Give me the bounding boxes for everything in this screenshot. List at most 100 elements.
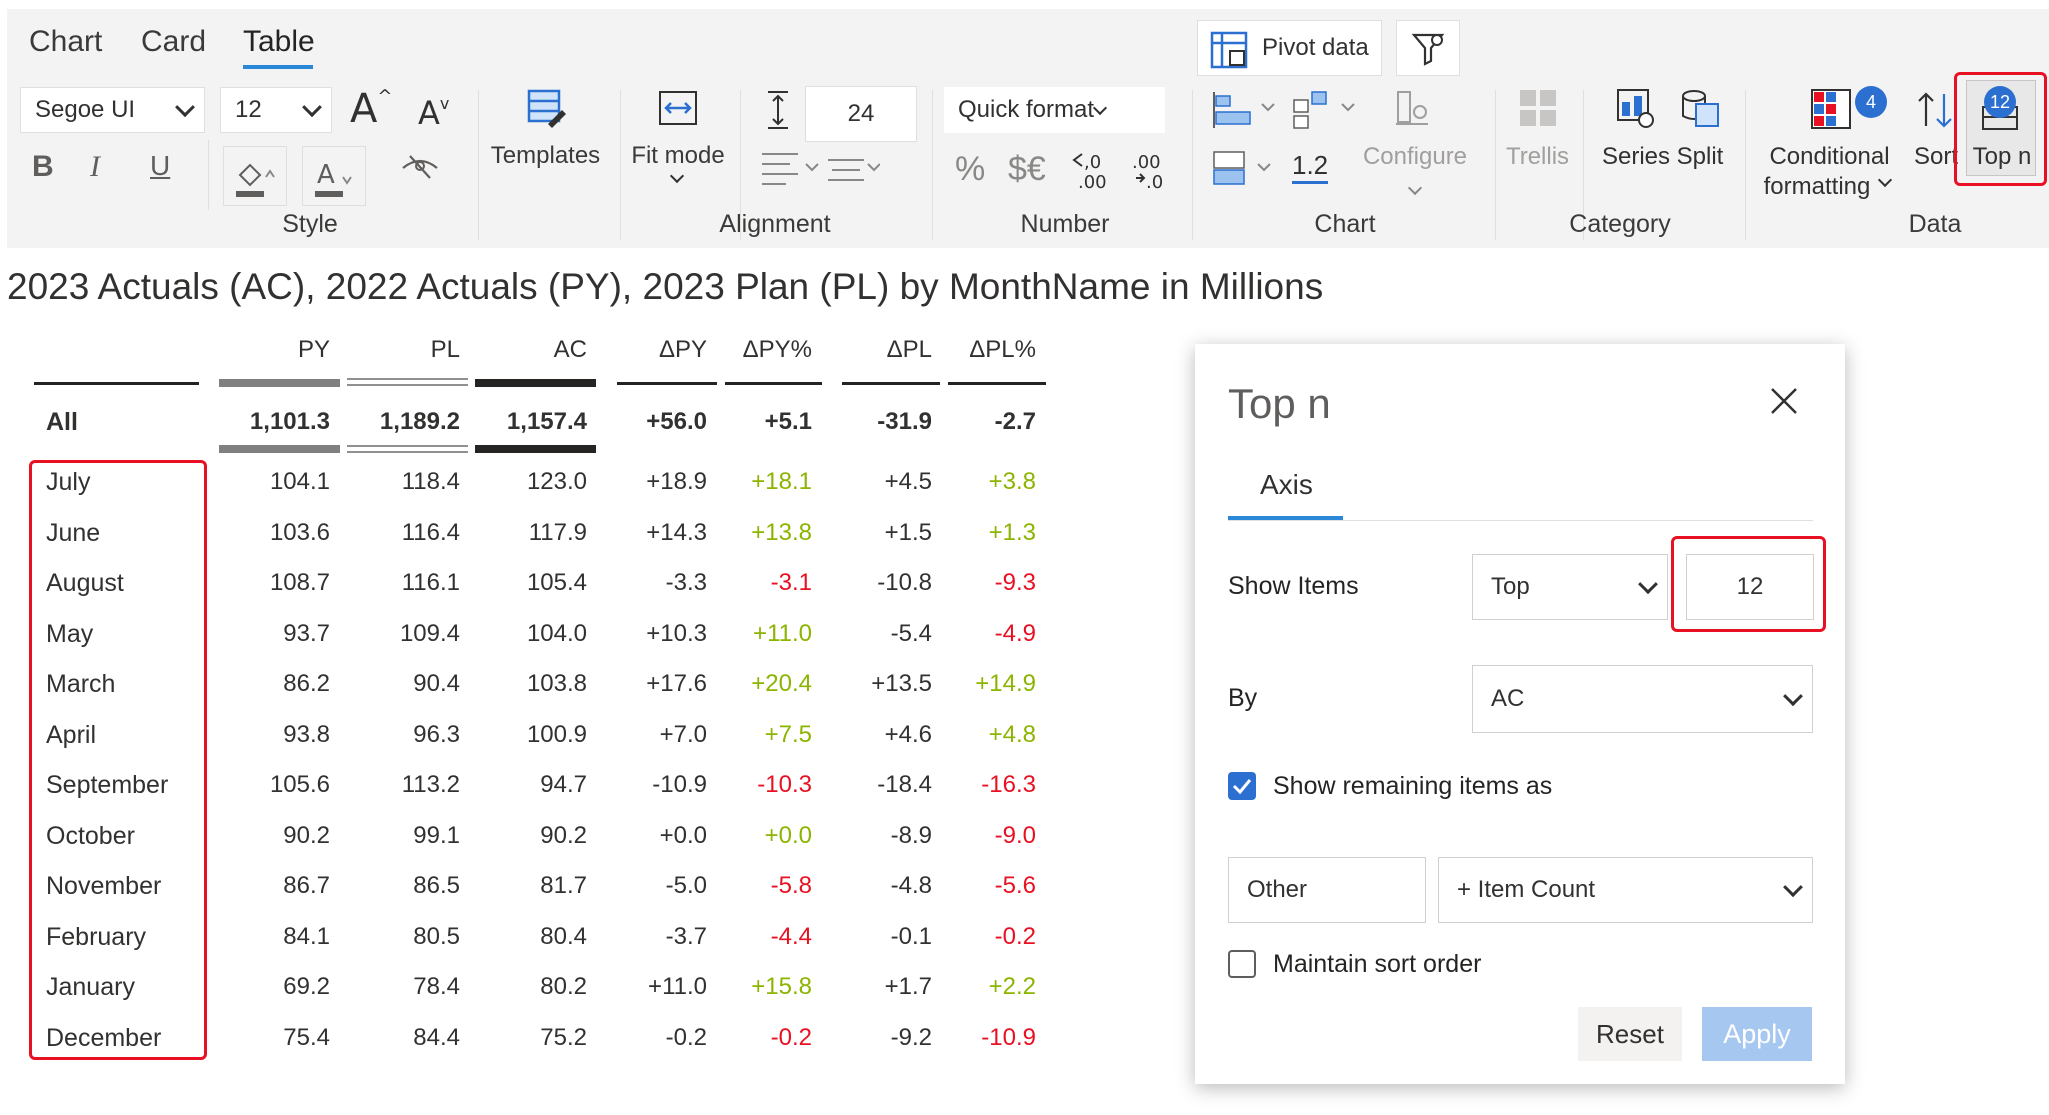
chart-decimals-button[interactable]: 1.2	[1292, 150, 1329, 184]
top-n-highlight	[1954, 72, 2047, 186]
currency-icon[interactable]: $€	[1008, 150, 1046, 188]
table-cell: +7.5	[764, 720, 812, 748]
increase-decimals-icon[interactable]: .00 .0	[1126, 148, 1170, 190]
table-cell: 109.4	[399, 619, 460, 647]
increase-font-icon[interactable]: A^	[350, 86, 393, 132]
table-cell: +10.3	[646, 619, 707, 647]
maintain-sort-checkbox[interactable]	[1228, 950, 1256, 978]
font-size-dropdown[interactable]: 12	[220, 87, 332, 133]
conditional-formatting-badge: 4	[1855, 86, 1887, 118]
chart-size-icon[interactable]	[1210, 148, 1278, 190]
svg-text:A: A	[317, 160, 335, 190]
chart-layout-icon[interactable]	[1210, 90, 1278, 130]
tab-axis[interactable]: Axis	[1260, 469, 1313, 500]
table-cell: -0.2	[770, 1023, 812, 1051]
total-separator	[347, 445, 468, 453]
count-highlight	[1671, 536, 1826, 632]
underline-icon[interactable]: U	[150, 150, 171, 181]
horizontal-align-icon[interactable]	[760, 150, 880, 186]
group-style: Style	[282, 210, 338, 238]
italic-icon[interactable]: I	[90, 150, 100, 183]
table-cell: -5.4	[890, 619, 932, 647]
checkmark-icon	[1232, 779, 1252, 795]
table-cell: 84.1	[283, 922, 330, 950]
split-button[interactable]: Split	[1660, 86, 1740, 171]
table-cell: -9.0	[994, 821, 1036, 849]
total-cell: -2.7	[994, 408, 1036, 435]
hide-icon[interactable]	[400, 152, 440, 182]
templates-button[interactable]: Templates	[488, 86, 603, 171]
table-cell: 117.9	[528, 518, 587, 546]
table-cell: -4.8	[890, 872, 932, 899]
apply-button[interactable]: Apply	[1702, 1007, 1812, 1061]
row-label: April	[46, 720, 97, 749]
fill-color-button[interactable]	[223, 146, 287, 206]
fit-mode-button[interactable]: Fit mode	[628, 86, 728, 191]
show-items-count-input[interactable]: 12	[1686, 554, 1814, 620]
item-count-value: + Item Count	[1457, 876, 1596, 903]
font-family-dropdown[interactable]: Segoe UI	[20, 87, 205, 133]
header-separator	[617, 381, 717, 385]
header-separator	[34, 381, 199, 385]
table-cell: -10.9	[652, 771, 707, 798]
decrease-decimals-icon[interactable]: ,0 .00	[1070, 148, 1114, 190]
table-cell: 84.4	[413, 1023, 460, 1051]
conditional-formatting-label-line1: Conditional	[1769, 143, 1890, 170]
bold-icon[interactable]: B	[32, 150, 54, 183]
separator	[478, 90, 479, 240]
tab-table[interactable]: Table	[243, 25, 315, 58]
sort-icon	[1918, 92, 1952, 128]
filter-settings-button[interactable]	[1396, 20, 1460, 76]
row-height-icon	[768, 91, 788, 129]
table-cell: 80.4	[540, 922, 587, 950]
tab-card[interactable]: Card	[141, 25, 207, 58]
pivot-data-button[interactable]: Pivot data	[1197, 20, 1382, 76]
total-cell: 1,157.4	[506, 408, 587, 435]
show-remaining-checkbox[interactable]	[1228, 772, 1256, 800]
reset-button[interactable]: Reset	[1578, 1007, 1682, 1061]
by-dropdown[interactable]: AC	[1472, 665, 1813, 733]
fit-mode-icon	[659, 91, 697, 125]
font-color-button[interactable]: A	[302, 146, 366, 206]
split-label: Split	[1676, 143, 1724, 170]
table-cell: +18.1	[751, 468, 812, 495]
series-button[interactable]: Series	[1596, 86, 1676, 171]
top-n-badge: 12	[1984, 86, 2016, 118]
configure-label: Configure	[1362, 143, 1468, 170]
row-label: June	[46, 518, 101, 547]
table-cell: 100.9	[526, 720, 587, 748]
table-cell: 86.2	[283, 670, 330, 697]
chart-axis-icon[interactable]	[1290, 90, 1358, 130]
quick-format-dropdown[interactable]: Quick format	[943, 86, 1166, 134]
row-height-input[interactable]: 24	[805, 86, 917, 142]
tab-chart[interactable]: Chart	[29, 25, 103, 58]
table-cell: 116.4	[401, 518, 460, 546]
total-cell: -31.9	[877, 408, 932, 435]
column-header: ΔPY%	[742, 336, 812, 363]
total-cell: +56.0	[646, 408, 707, 435]
filter-gear-icon	[1411, 33, 1445, 66]
pivot-data-label: Pivot data	[1262, 34, 1369, 61]
show-items-mode-value: Top	[1491, 573, 1530, 600]
table-cell: 104.0	[526, 619, 587, 647]
table-cell: +1.5	[884, 518, 932, 546]
other-label-input[interactable]: Other	[1228, 857, 1426, 923]
table-cell: 75.2	[540, 1023, 587, 1051]
close-icon[interactable]	[1769, 386, 1799, 416]
item-count-dropdown[interactable]: + Item Count	[1438, 857, 1813, 923]
table-cell: -3.3	[665, 569, 707, 596]
sort-button[interactable]: Sort	[1910, 86, 1958, 171]
conditional-formatting-button[interactable]: Conditional formatting	[1752, 86, 1907, 201]
table-cell: +0.0	[659, 821, 707, 849]
quick-format-label: Quick format	[958, 96, 1095, 123]
table-cell: +1.3	[988, 518, 1036, 546]
table-cell: +17.6	[646, 670, 707, 697]
split-icon	[1682, 90, 1719, 127]
percent-icon[interactable]: %	[955, 150, 986, 188]
row-labels-highlight	[29, 460, 207, 1060]
total-cell: 1,189.2	[379, 408, 460, 435]
decrease-font-icon[interactable]: Av	[418, 94, 450, 132]
svg-text:,0: ,0	[1084, 152, 1101, 173]
show-items-mode-dropdown[interactable]: Top	[1472, 554, 1668, 620]
svg-text:.0: .0	[1146, 172, 1163, 190]
